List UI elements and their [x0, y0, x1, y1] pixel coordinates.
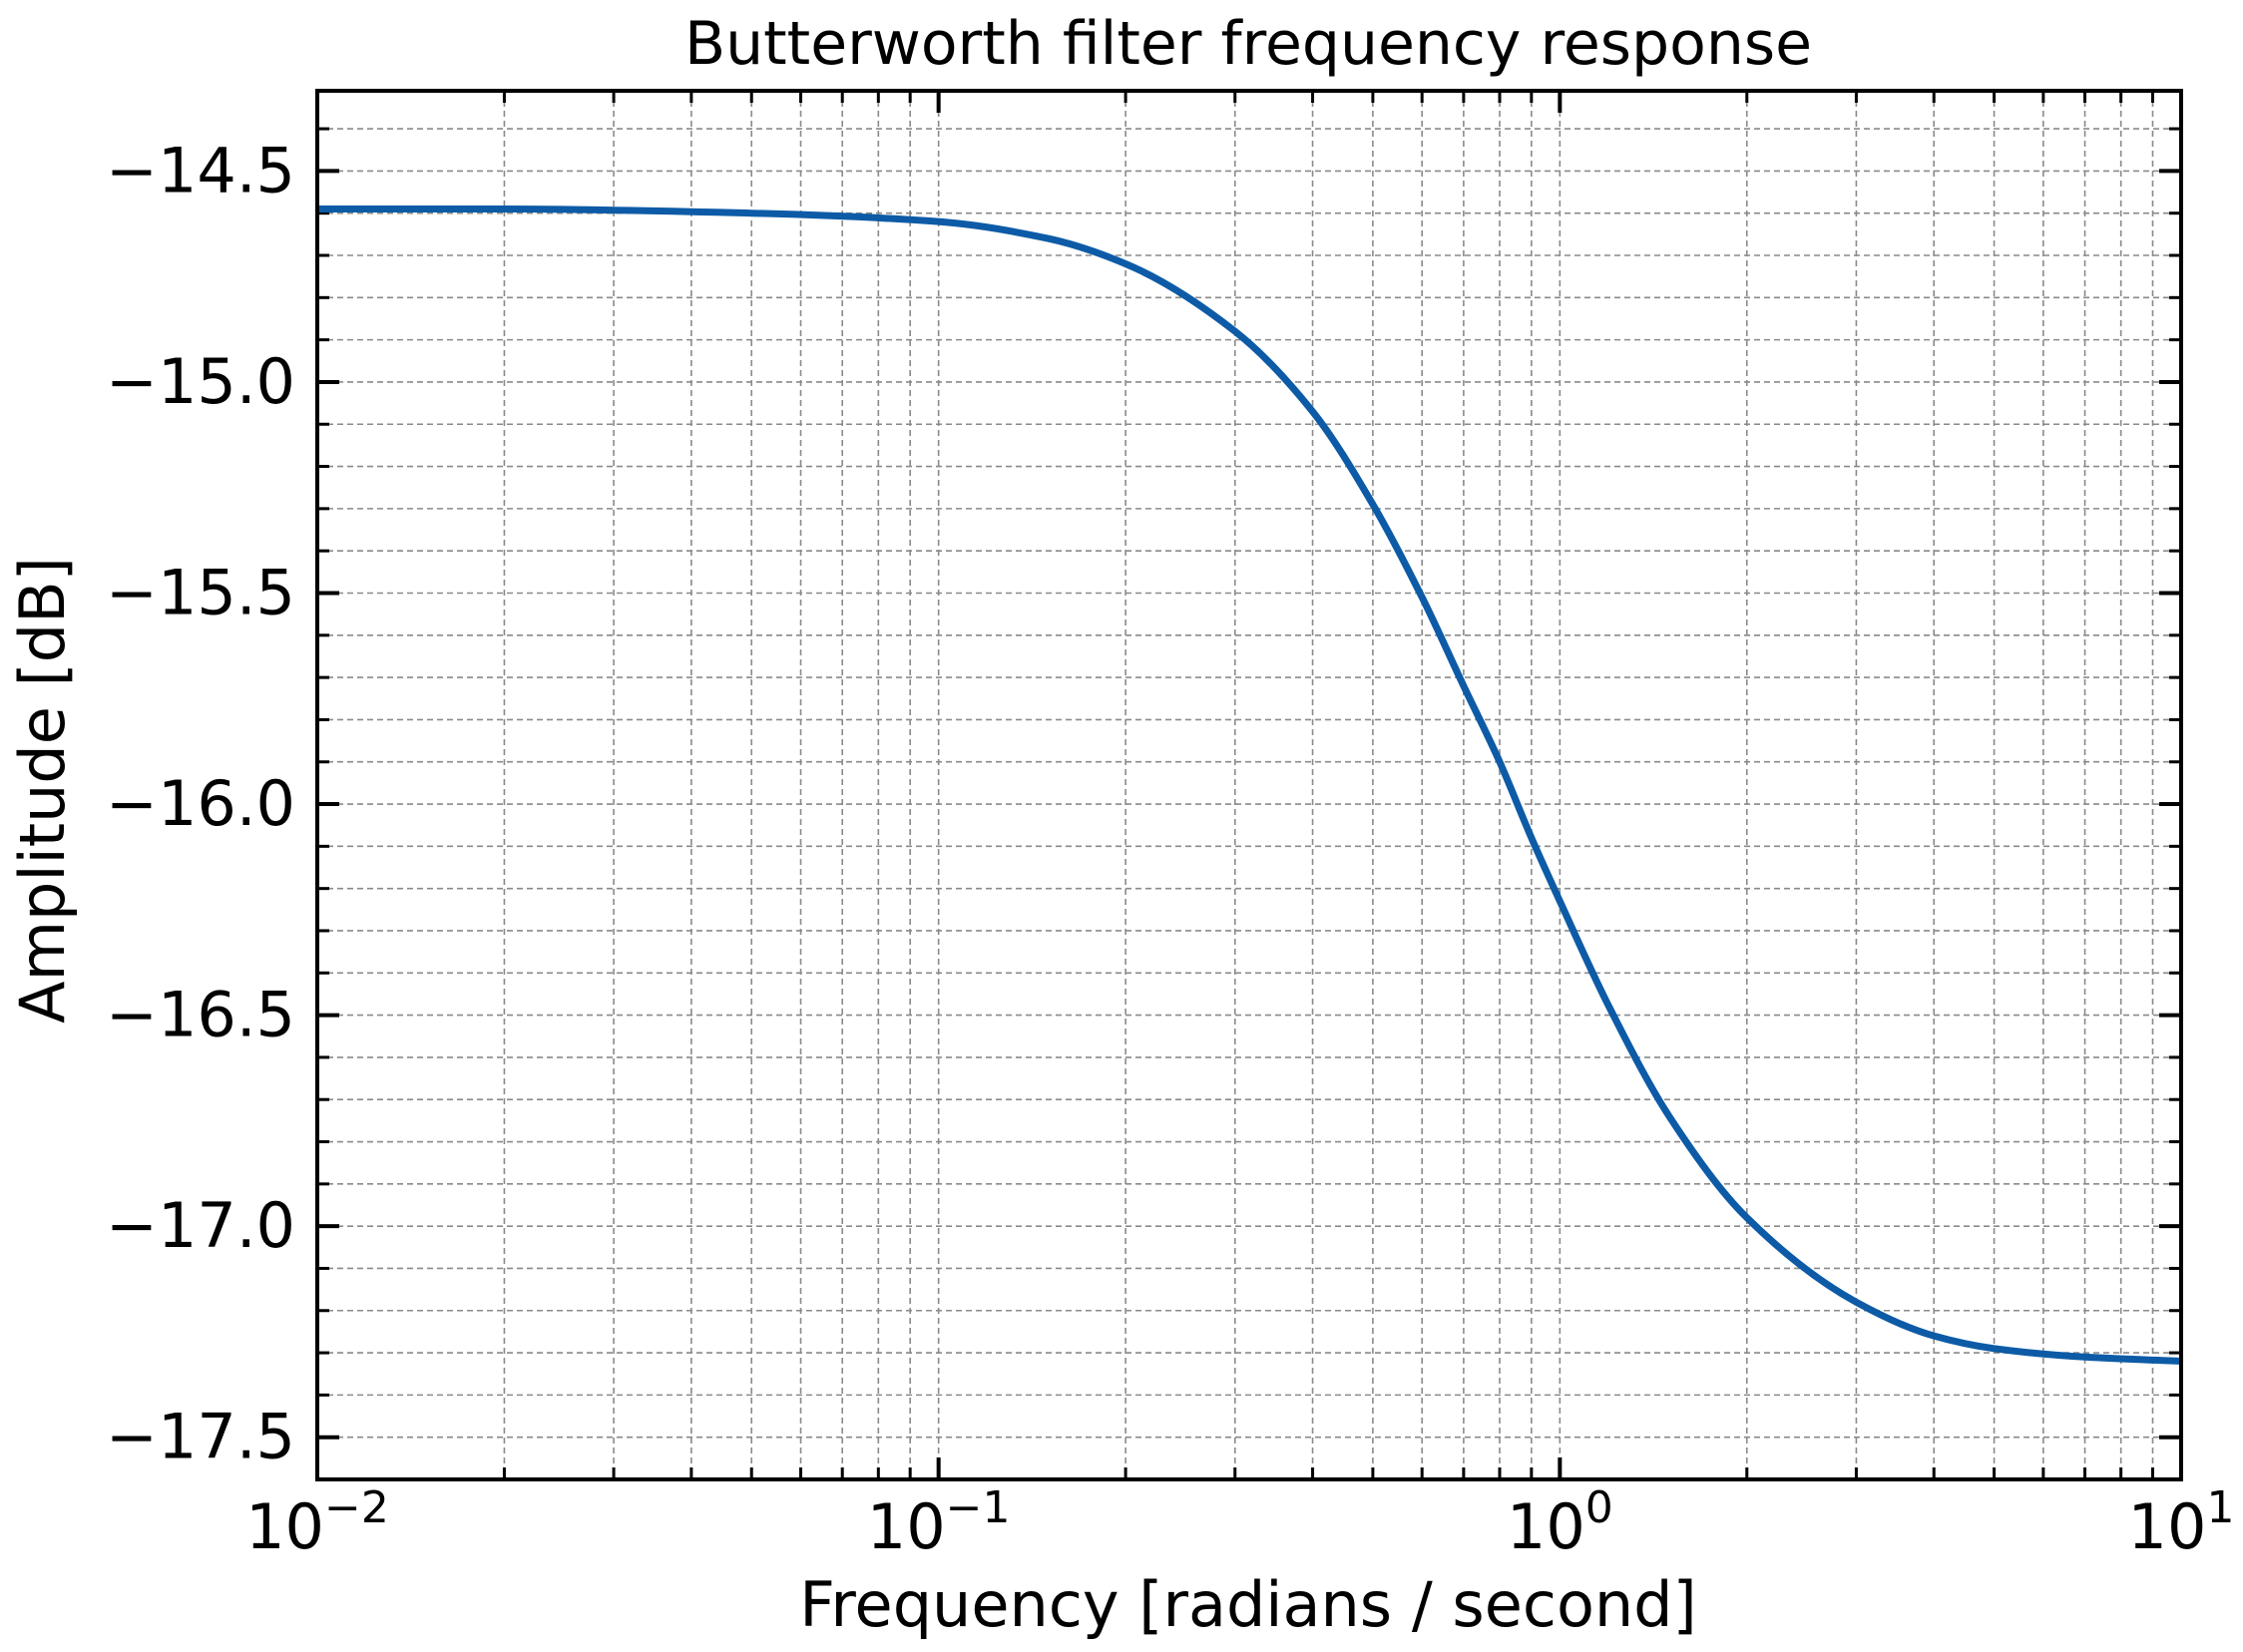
x-tick-label: 10−2	[245, 1482, 389, 1563]
chart-title: Butterworth filter frequency response	[684, 9, 1812, 79]
y-tick-label: −16.0	[106, 767, 295, 840]
grid-lines	[317, 91, 2181, 1479]
y-axis-title: Amplitude [dB]	[6, 557, 79, 1024]
tick-marks	[315, 91, 2183, 1479]
x-axis-title: Frequency [radians / second]	[799, 1568, 1696, 1641]
series-line	[316, 205, 2182, 1366]
x-tick-label: 101	[2128, 1482, 2235, 1563]
y-tick-label: −15.0	[106, 345, 295, 418]
plot-frame	[315, 89, 2183, 1481]
series-layer	[316, 205, 2182, 1366]
x-tick-label: 100	[1507, 1482, 1613, 1563]
x-tick-label: 10−1	[867, 1482, 1011, 1563]
y-tick-label: −16.5	[106, 979, 295, 1051]
y-tick-label: −17.0	[106, 1189, 295, 1262]
y-tick-label: −15.5	[106, 556, 295, 628]
y-tick-label: −14.5	[106, 134, 295, 206]
tick-labels: −14.5 −15.0 −15.5 −16.0 −16.5 −17.0 −17.5 10−2 1…	[106, 134, 2234, 1563]
y-tick-label: −17.5	[106, 1401, 295, 1473]
